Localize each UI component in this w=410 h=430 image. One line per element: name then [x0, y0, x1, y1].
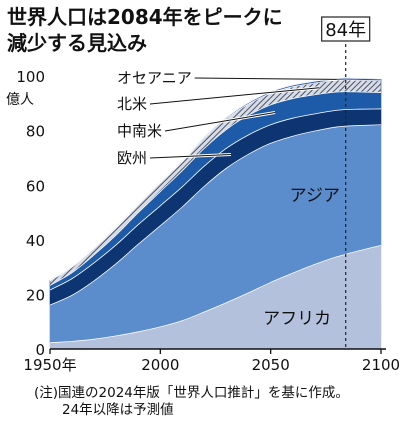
area-boundary	[49, 77, 382, 281]
legend-label-北米: 北米	[117, 95, 147, 113]
note-line-1: (注)国連の2024年版「世界人口推計」を基に作成。	[34, 384, 349, 401]
legend-label-中南米: 中南米	[117, 122, 162, 140]
area-label-アジア: アジア	[290, 186, 340, 206]
x-tick-label: 2000	[141, 356, 179, 374]
y-tick-label: 0	[35, 341, 45, 359]
x-tick-label: 2100	[362, 356, 400, 374]
y-tick-label: 80	[26, 123, 45, 141]
x-tick-label: 1950年	[23, 356, 76, 374]
legend-label-オセアニア: オセアニア	[117, 69, 192, 87]
x-tick-label: 2050	[252, 356, 290, 374]
stacked-areas	[49, 77, 382, 350]
area-boundary	[49, 244, 382, 344]
y-tick-label: 60	[26, 177, 45, 195]
area-boundary	[49, 91, 382, 286]
note-line-2: 24年以降は予測値	[62, 402, 174, 418]
chart-title-line-1: 世界人口は2084年をピークに	[7, 5, 283, 29]
area-boundary	[49, 124, 382, 306]
x-axis: 1950年 2000 2050 2100	[23, 349, 400, 374]
area-boundary	[49, 108, 382, 291]
area-boundary	[49, 79, 382, 282]
y-axis: 0 20 40 60 80 100	[16, 68, 45, 359]
area-label-アフリカ: アフリカ	[263, 309, 331, 329]
peak-label: 84年	[325, 20, 366, 41]
peak-label-box	[321, 16, 371, 42]
chart-title-line-2: 減少する見込み	[7, 31, 147, 55]
legend-leader-オセアニア	[194, 77, 337, 80]
legend-leader-中南米	[164, 112, 276, 132]
y-tick-label: 20	[26, 286, 45, 304]
y-unit-label: 億人	[6, 92, 34, 108]
legend-label-欧州: 欧州	[117, 149, 147, 167]
legend-leader-欧州	[149, 153, 231, 159]
legend-leader-lines	[149, 76, 337, 160]
legend-leader-北米	[149, 87, 320, 105]
y-tick-label: 40	[26, 232, 45, 250]
y-tick-label: 100	[16, 68, 45, 86]
